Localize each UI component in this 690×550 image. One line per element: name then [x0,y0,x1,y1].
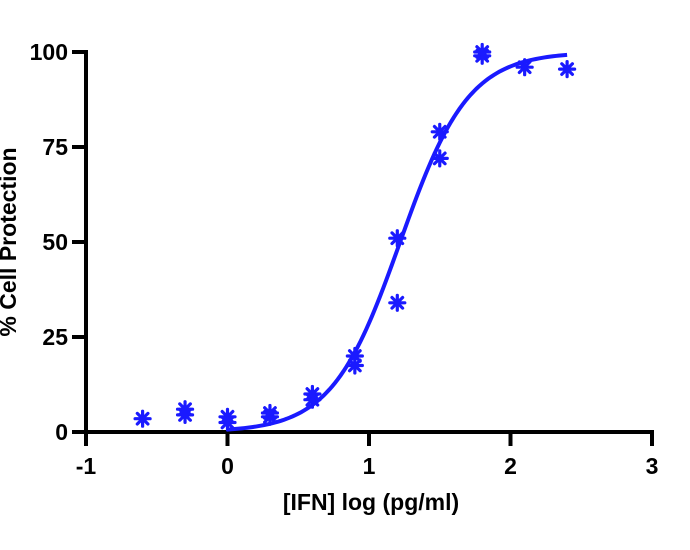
data-point [345,346,364,366]
data-point [175,400,195,419]
data-point [557,59,577,79]
data-point [515,58,534,77]
x-tick-label: -1 [76,453,97,479]
x-tick-label: 1 [363,453,376,479]
y-axis: 0 25 50 75 100 [30,39,88,445]
y-tick-label: 0 [55,419,68,445]
data-points [133,42,577,432]
y-tick-label: 25 [42,324,68,350]
data-point [473,42,492,62]
fit-curve [227,52,568,432]
data-point [388,293,407,312]
data-point [430,149,449,168]
data-point [345,356,364,375]
data-point [430,122,449,141]
x-axis: -1 0 1 2 3 [76,430,659,479]
x-tick-label: 0 [221,453,234,479]
x-tick-label: 2 [504,453,517,479]
data-point [388,229,407,248]
x-axis-title: [IFN] log (pg/ml) [283,489,459,515]
data-point [303,384,322,404]
data-point [218,407,237,426]
y-tick-label: 50 [42,229,68,255]
x-tick-label: 3 [646,453,659,479]
y-tick-label: 100 [30,39,68,65]
data-point [260,403,280,423]
y-tick-label: 75 [42,134,68,160]
data-point [133,409,152,428]
y-axis-title: % Cell Protection [0,147,21,336]
